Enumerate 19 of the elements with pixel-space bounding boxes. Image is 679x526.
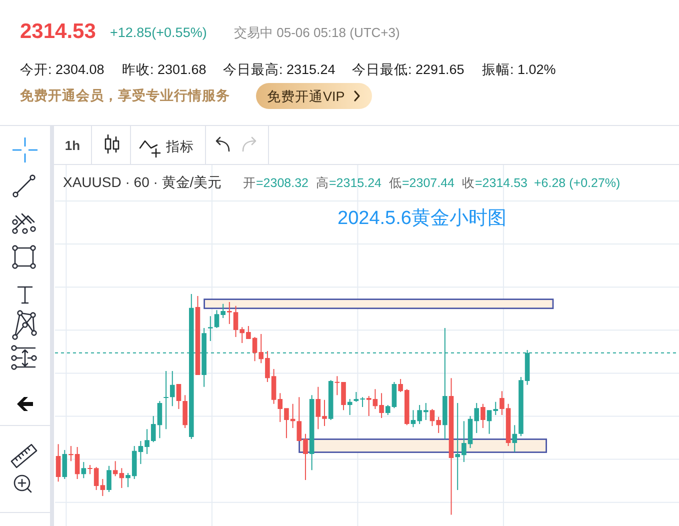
text: 振幅: 1.02% — [482, 62, 556, 77]
text: 收=2314.53 — [462, 176, 528, 190]
text: 免费开通VIP — [267, 89, 345, 104]
chart-title: 2024.5.6黄金小时图 — [338, 208, 506, 229]
text: 低=2307.44 — [389, 176, 455, 190]
text: 2314.53 — [20, 20, 96, 43]
text: 今开: 2304.08 — [20, 62, 104, 77]
text: 交易中 05-06 05:18 (UTC+3) — [234, 25, 400, 40]
text: 今日最高: 2315.24 — [223, 62, 336, 77]
text: 今日最低: 2291.65 — [352, 62, 464, 77]
text: 昨收: 2301.68 — [122, 62, 206, 77]
text: +12.85(+0.55%) — [110, 25, 207, 40]
text: 指标 — [165, 139, 194, 154]
text: 1h — [64, 138, 80, 153]
text: 免费开通会员，享受专业行情服务 — [19, 87, 230, 103]
text: 开=2308.32 — [243, 176, 309, 190]
text: +6.28 (+0.27%) — [534, 176, 620, 190]
text: 高=2315.24 — [316, 175, 382, 190]
text: XAUUSD · 60 · 黄金/美元 — [63, 174, 222, 190]
